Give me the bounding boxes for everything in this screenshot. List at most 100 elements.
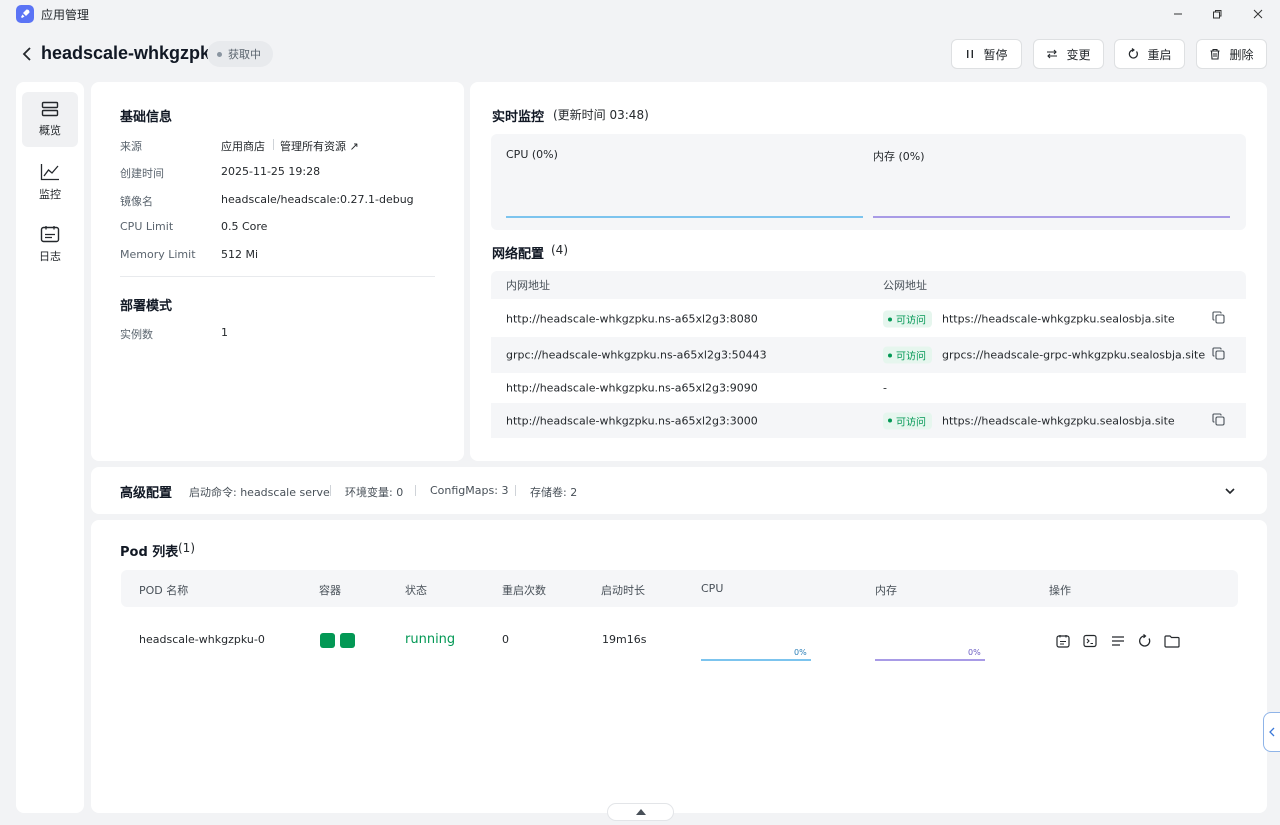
table-row: http://headscale-whkgzpku.ns-a65xl2g3:90… (491, 372, 1246, 403)
copy-icon[interactable] (1212, 311, 1225, 327)
pod-cpu-bar (701, 659, 811, 661)
monitor-panel: CPU (0%) 内存 (0%) (491, 134, 1246, 230)
restart-icon (1129, 48, 1139, 59)
container-status-icon[interactable] (340, 633, 355, 648)
configmaps-count: ConfigMaps: 3 (430, 484, 509, 497)
source-label: 来源 (120, 140, 142, 153)
monitor-title: 实时监控 (492, 110, 545, 125)
memory-limit-value: 512 Mi (221, 248, 259, 261)
volumes-count: 存储卷: 2 (530, 486, 578, 499)
overview-icon (41, 101, 59, 117)
table-row: http://headscale-whkgzpku.ns-a65xl2g3:80… (491, 302, 1246, 336)
private-address[interactable]: http://headscale-whkgzpku.ns-a65xl2g3:80… (506, 312, 758, 326)
public-address-link[interactable]: grpcs://headscale-grpc-whkgzpku.sealosbj… (942, 348, 1206, 362)
col-memory: 内存 (875, 584, 897, 597)
pod-count: (1) (178, 541, 195, 555)
sidebar-item-label: 概览 (39, 124, 61, 137)
private-address[interactable]: http://headscale-whkgzpku.ns-a65xl2g3:30… (506, 414, 758, 427)
restart-label: 重启 (1147, 47, 1172, 62)
cpu-usage-line (506, 216, 863, 218)
created-time-label: 创建时间 (120, 167, 164, 180)
copy-icon[interactable] (1212, 412, 1225, 429)
memory-limit-label: Memory Limit (120, 248, 196, 261)
sidebar-item-overview[interactable]: 概览 (22, 92, 78, 147)
advanced-config-title: 高级配置 (120, 486, 173, 501)
advanced-config-bar[interactable]: 高级配置 启动命令: headscale serve 环境变量: 0 Confi… (91, 467, 1267, 514)
chart-icon (40, 164, 59, 181)
restart-icon[interactable] (1136, 632, 1154, 650)
sidebar-item-label: 监控 (39, 188, 61, 201)
monitor-network-card: 实时监控 (更新时间 03:48) CPU (0%) 内存 (0%) 网络配置 … (470, 82, 1267, 461)
manage-resources-link[interactable]: 管理所有资源 ↗ (280, 140, 359, 153)
trash-icon (1210, 48, 1220, 60)
terminal-icon[interactable] (1081, 632, 1099, 650)
pause-label: 暂停 (983, 47, 1008, 62)
cpu-limit-label: CPU Limit (120, 220, 174, 233)
change-button[interactable]: 变更 (1033, 39, 1104, 69)
pod-name[interactable]: headscale-whkgzpku-0 (139, 633, 265, 646)
table-row: http://headscale-whkgzpku.ns-a65xl2g3:30… (491, 403, 1246, 438)
close-icon[interactable] (1248, 4, 1268, 24)
col-status: 状态 (405, 584, 427, 597)
created-time-value: 2025-11-25 19:28 (221, 165, 321, 178)
table-row: grpc://headscale-whkgzpku.ns-a65xl2g3:50… (491, 337, 1246, 373)
status-text: 获取中 (228, 48, 261, 61)
divider (120, 276, 435, 277)
detail-icon[interactable] (1054, 632, 1072, 650)
divider (515, 485, 516, 496)
col-cpu: CPU (701, 582, 724, 595)
status-dot-icon (217, 51, 222, 57)
image-value: headscale/headscale:0.27.1-debug (221, 193, 414, 206)
status-badge: 获取中 (207, 41, 273, 67)
col-containers: 容器 (319, 584, 341, 597)
title-bar: 应用管理 (0, 0, 1280, 28)
container-status-icon[interactable] (320, 633, 335, 648)
col-public-address: 公网地址 (883, 279, 927, 292)
col-uptime: 启动时长 (601, 584, 645, 597)
sidebar-item-monitor[interactable]: 监控 (22, 155, 78, 210)
col-actions: 操作 (1049, 584, 1071, 597)
side-panel-toggle[interactable] (1263, 712, 1280, 752)
chevron-left-icon (1269, 727, 1275, 737)
deploy-mode-title: 部署模式 (120, 299, 173, 314)
memory-usage-line (873, 216, 1230, 218)
change-label: 变更 (1066, 47, 1091, 62)
pod-status: running (405, 632, 456, 647)
minimize-icon[interactable] (1168, 4, 1188, 24)
start-command: 启动命令: headscale serve (189, 486, 330, 499)
private-address[interactable]: grpc://headscale-whkgzpku.ns-a65xl2g3:50… (506, 348, 767, 362)
cpu-limit-value: 0.5 Core (221, 220, 268, 233)
logs-icon[interactable] (1109, 632, 1127, 650)
col-restarts: 重启次数 (502, 584, 546, 597)
folder-icon[interactable] (1163, 632, 1181, 650)
delete-button[interactable]: 删除 (1196, 39, 1267, 69)
caret-up-icon (635, 809, 646, 815)
pause-button[interactable]: 暂停 (951, 39, 1022, 69)
replicas-value: 1 (221, 326, 228, 339)
accessible-badge: 可访问 (883, 412, 932, 429)
pod-list-card: Pod 列表 (1) POD 名称 容器 状态 重启次数 启动时长 CPU 内存… (91, 520, 1267, 813)
swap-icon (1047, 49, 1058, 59)
restart-button[interactable]: 重启 (1114, 39, 1185, 69)
public-address-link[interactable]: https://headscale-whkgzpku.sealosbja.sit… (942, 312, 1175, 326)
collapse-handle[interactable] (607, 803, 674, 821)
public-address-link[interactable]: https://headscale-whkgzpku.sealosbja.sit… (942, 414, 1175, 427)
col-private-address: 内网地址 (506, 279, 550, 292)
sidebar-item-logs[interactable]: 日志 (22, 217, 78, 272)
restore-icon[interactable] (1207, 4, 1227, 24)
network-count: (4) (551, 243, 568, 257)
copy-icon[interactable] (1212, 347, 1225, 363)
pod-memory-percent: 0% (968, 648, 981, 657)
back-button[interactable] (18, 44, 36, 64)
pod-memory-bar (875, 659, 985, 661)
public-address-empty: - (883, 381, 887, 394)
private-address[interactable]: http://headscale-whkgzpku.ns-a65xl2g3:90… (506, 381, 758, 394)
delete-label: 删除 (1229, 47, 1254, 62)
basic-info-title: 基础信息 (120, 110, 173, 125)
chevron-down-icon[interactable] (1224, 485, 1236, 499)
pod-restarts: 0 (502, 633, 509, 646)
monitor-update-time: (更新时间 03:48) (553, 108, 649, 122)
network-title: 网络配置 (492, 247, 545, 262)
log-icon (40, 226, 60, 243)
replicas-label: 实例数 (120, 328, 153, 341)
